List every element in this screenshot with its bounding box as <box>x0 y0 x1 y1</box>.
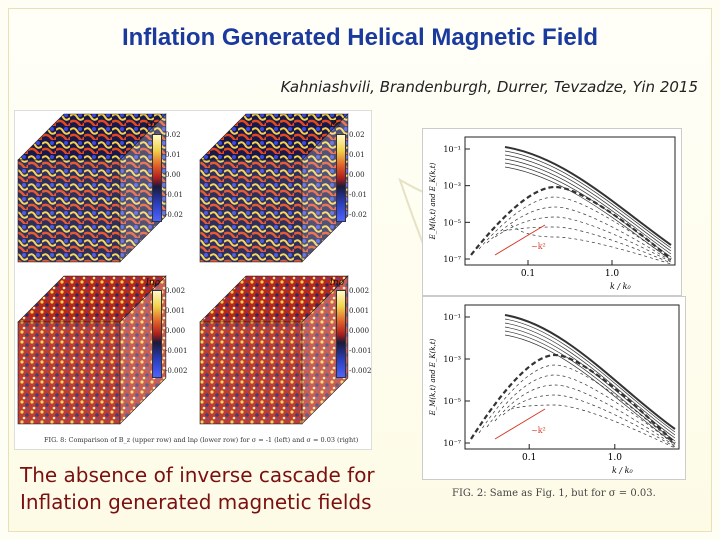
k2-reference-line <box>494 224 546 256</box>
caption-line-1: The absence of inverse cascade for <box>20 463 375 487</box>
spectrum-plot-top: 10⁻¹ 10⁻³ 10⁻⁵ 10⁻⁷ 0.1 1.0 k / k₀ E_M(k,t) and… <box>422 128 682 296</box>
plot-frame <box>464 136 676 266</box>
colorbar-tick: -0.02 <box>349 211 367 219</box>
colorbar-tick: 0.002 <box>349 287 370 295</box>
label-lnrho-right: lnρ <box>330 278 344 288</box>
colorbar-tick: -0.02 <box>165 211 183 219</box>
y-tick-label: 10⁻³ <box>443 355 461 364</box>
colorbar-tick: -0.002 <box>349 367 372 375</box>
solid-spectrum-curve <box>504 150 672 249</box>
y-tick-label: 10⁻¹ <box>443 313 461 322</box>
x-axis-label: k / k₀ <box>610 282 631 291</box>
solid-spectrum-curve <box>504 330 676 442</box>
solid-spectrum-curve <box>504 162 672 258</box>
y-tick-label: 10⁻⁷ <box>443 255 461 264</box>
dashed-spectrum-curve <box>502 394 676 448</box>
solid-spectrum-curve <box>504 322 676 436</box>
label-bz-left: Bz <box>146 120 158 130</box>
spectrum-svg-bottom: 10⁻¹ 10⁻³ 10⁻⁵ 10⁻⁷ 0.1 1.0 k / k₀ E_M(k,t) and… <box>429 304 680 475</box>
solid-spectrum-curve <box>504 154 672 252</box>
y-axis-label: E_M(k,t) and E_K(k,t) <box>429 338 437 416</box>
slide-caption: The absence of inverse cascade for Infla… <box>20 462 380 516</box>
colorbar-tick: 0.01 <box>349 151 365 159</box>
colorbar-tick: 0.000 <box>349 327 370 335</box>
colorbar-tick: 0.001 <box>349 307 370 315</box>
colorbar-bottom-left <box>152 290 162 378</box>
colorbar-tick: 0.00 <box>349 171 365 179</box>
dashed-spectrum-curve <box>494 216 672 263</box>
simulation-cubes-figure <box>14 110 372 450</box>
k2-annotation: ~k² <box>531 242 546 251</box>
colorbar-tick: -0.01 <box>165 191 183 199</box>
y-tick-label: 10⁻¹ <box>443 145 461 154</box>
colorbar-tick: 0.01 <box>165 151 181 159</box>
spectrum-plot-bottom: 10⁻¹ 10⁻³ 10⁻⁵ 10⁻⁷ 0.1 1.0 k / k₀ E_M(k,t) and… <box>422 296 686 480</box>
dashed-spectrum-curve <box>510 224 672 265</box>
slide-title: Inflation Generated Helical Magnetic Fie… <box>121 24 599 51</box>
right-figure-caption: FIG. 2: Same as Fig. 1, but for σ = 0.03… <box>452 488 656 499</box>
x-tick-label: 0.1 <box>522 453 536 463</box>
y-tick-label: 10⁻³ <box>443 182 461 191</box>
x-axis-label: k / k₀ <box>612 466 633 475</box>
dashed-spectrum-curve <box>510 404 676 449</box>
colorbar-top-left <box>152 134 162 222</box>
authors-line: Kahniashvili, Brandenburgh, Durrer, Tevz… <box>280 78 698 96</box>
colorbar-tick: 0.002 <box>165 287 186 295</box>
dashed-spectrum-curve <box>470 353 676 444</box>
k2-reference-line <box>494 408 546 440</box>
solid-spectrum-curve <box>504 146 672 246</box>
colorbar-tick: -0.001 <box>349 347 372 355</box>
dashed-spectrum-curve <box>494 384 676 447</box>
colorbar-tick: 0.000 <box>165 327 186 335</box>
colorbar-top-right <box>336 134 346 222</box>
colorbar-tick: -0.01 <box>349 191 367 199</box>
colorbar-tick: 0.00 <box>165 171 181 179</box>
caption-line-2: Inflation generated magnetic fields <box>20 490 372 514</box>
y-tick-label: 10⁻⁷ <box>443 439 461 448</box>
colorbar-tick: 0.02 <box>165 131 181 139</box>
k2-annotation: ~k² <box>531 426 546 435</box>
x-tick-label: 1.0 <box>608 453 623 463</box>
x-tick-label: 0.1 <box>521 269 535 279</box>
colorbar-tick: -0.001 <box>165 347 188 355</box>
y-tick-label: 10⁻⁵ <box>443 397 461 406</box>
dashed-spectrum-curve <box>470 185 672 260</box>
y-axis-label: E_M(k,t) and E_K(k,t) <box>429 162 437 240</box>
solid-spectrum-curve <box>504 318 676 433</box>
dashed-spectrum-curve <box>502 226 672 264</box>
solid-spectrum-curve <box>504 158 672 255</box>
x-tick-label: 1.0 <box>605 269 620 279</box>
dashed-spectrum-curve <box>478 196 672 261</box>
label-lnrho-left: lnρ <box>146 278 160 288</box>
colorbar-tick: 0.02 <box>349 131 365 139</box>
colorbar-tick: 0.001 <box>165 307 186 315</box>
colorbar-bottom-right <box>336 290 346 378</box>
solid-spectrum-curve <box>504 314 676 430</box>
solid-spectrum-curve <box>504 166 672 261</box>
dashed-spectrum-curve <box>478 364 676 445</box>
dashed-spectrum-curve <box>486 374 676 446</box>
colorbar-tick: -0.002 <box>165 367 188 375</box>
y-tick-label: 10⁻⁵ <box>443 218 461 227</box>
spectrum-svg-top: 10⁻¹ 10⁻³ 10⁻⁵ 10⁻⁷ 0.1 1.0 k / k₀ E_M(k,t) and… <box>429 136 676 291</box>
solid-spectrum-curve <box>504 334 676 445</box>
label-bz-right: Bz <box>330 120 342 130</box>
plot-frame <box>464 304 680 450</box>
left-figure-caption: FIG. 8: Comparison of B_z (upper row) an… <box>44 436 359 444</box>
